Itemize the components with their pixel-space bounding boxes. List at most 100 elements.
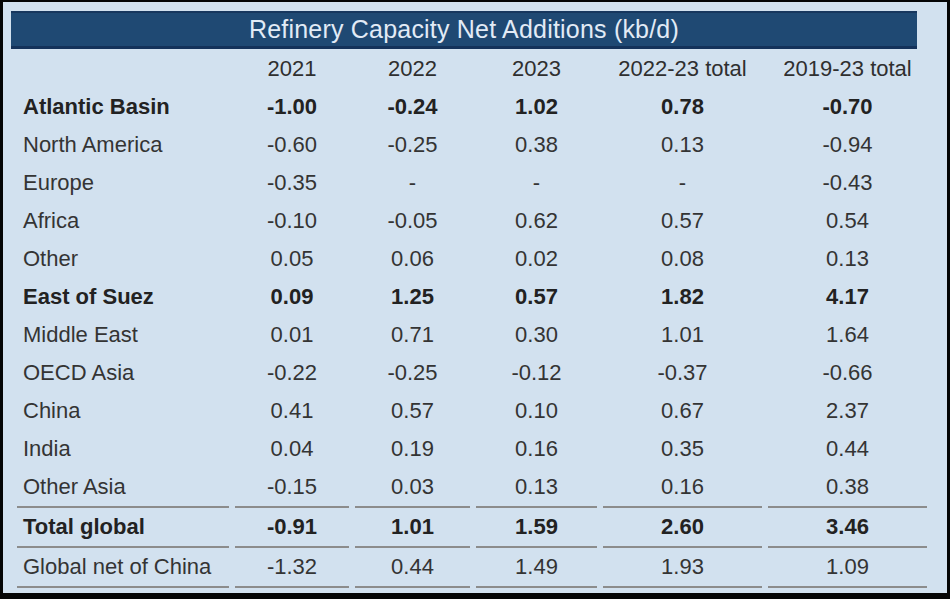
column-header-row: 2021202220232022-23 total2019-23 total (17, 50, 927, 88)
value-cell: 0.10 (476, 392, 597, 430)
value-cell: -0.35 (235, 164, 349, 202)
value-cell: 1.93 (603, 546, 762, 588)
value-cell: 1.82 (603, 278, 762, 316)
table-row: OECD Asia-0.22-0.25-0.12-0.37-0.66 (17, 354, 927, 392)
row-label: OECD Asia (17, 354, 229, 392)
value-cell: -0.05 (355, 202, 470, 240)
value-cell: 0.67 (603, 392, 762, 430)
table-row: East of Suez0.091.250.571.824.17 (17, 278, 927, 316)
value-cell: -0.70 (768, 88, 927, 126)
value-cell: 0.38 (768, 468, 927, 506)
table-row: Middle East0.010.710.301.011.64 (17, 316, 927, 354)
value-cell: -0.25 (355, 354, 470, 392)
value-cell: 1.64 (768, 316, 927, 354)
value-cell: 1.01 (355, 506, 470, 546)
value-cell: 0.16 (603, 468, 762, 506)
value-cell: -0.15 (235, 468, 349, 506)
value-cell: 0.44 (355, 546, 470, 588)
value-cell: -0.43 (768, 164, 927, 202)
column-header: 2021 (235, 50, 349, 88)
value-cell: 0.13 (476, 468, 597, 506)
row-label: Atlantic Basin (17, 88, 229, 126)
table-row: Global net of China-1.320.441.491.931.09 (17, 546, 927, 588)
value-cell: 0.09 (235, 278, 349, 316)
row-label: Global net of China (17, 546, 229, 588)
row-label: North America (17, 126, 229, 164)
value-cell: - (603, 164, 762, 202)
table-row: Europe-0.35----0.43 (17, 164, 927, 202)
value-cell: 0.62 (476, 202, 597, 240)
value-cell: 0.13 (603, 126, 762, 164)
value-cell: -0.12 (476, 354, 597, 392)
row-label: Other (17, 240, 229, 278)
value-cell: -0.37 (603, 354, 762, 392)
value-cell: 1.02 (476, 88, 597, 126)
value-cell: -0.94 (768, 126, 927, 164)
row-label: India (17, 430, 229, 468)
table-row: Other Asia-0.150.030.130.160.38 (17, 468, 927, 506)
row-label: Europe (17, 164, 229, 202)
value-cell: 0.05 (235, 240, 349, 278)
value-cell: - (355, 164, 470, 202)
table-title: Refinery Capacity Net Additions (kb/d) (249, 15, 679, 44)
value-cell: -1.32 (235, 546, 349, 588)
value-cell: 0.57 (355, 392, 470, 430)
table-row: Africa-0.10-0.050.620.570.54 (17, 202, 927, 240)
value-cell: -0.24 (355, 88, 470, 126)
table-title-bar: Refinery Capacity Net Additions (kb/d) (11, 11, 917, 49)
value-cell: 1.25 (355, 278, 470, 316)
column-header: 2023 (476, 50, 597, 88)
value-cell: 3.46 (768, 506, 927, 546)
value-cell: -0.22 (235, 354, 349, 392)
value-cell: 1.49 (476, 546, 597, 588)
value-cell: 0.38 (476, 126, 597, 164)
value-cell: -0.91 (235, 506, 349, 546)
value-cell: - (476, 164, 597, 202)
value-cell: -0.25 (355, 126, 470, 164)
table-row: North America-0.60-0.250.380.13-0.94 (17, 126, 927, 164)
value-cell: 1.01 (603, 316, 762, 354)
value-cell: 0.16 (476, 430, 597, 468)
value-cell: 1.59 (476, 506, 597, 546)
value-cell: 2.60 (603, 506, 762, 546)
column-header-blank (17, 50, 229, 88)
value-cell: 0.44 (768, 430, 927, 468)
table-row: Atlantic Basin-1.00-0.241.020.78-0.70 (17, 88, 927, 126)
value-cell: 0.13 (768, 240, 927, 278)
value-cell: 0.35 (603, 430, 762, 468)
value-cell: 0.78 (603, 88, 762, 126)
value-cell: 1.09 (768, 546, 927, 588)
value-cell: 0.01 (235, 316, 349, 354)
value-cell: 0.08 (603, 240, 762, 278)
value-cell: 0.02 (476, 240, 597, 278)
row-label: Middle East (17, 316, 229, 354)
value-cell: 0.30 (476, 316, 597, 354)
value-cell: 0.54 (768, 202, 927, 240)
row-label: East of Suez (17, 278, 229, 316)
value-cell: 0.03 (355, 468, 470, 506)
table-row: Other0.050.060.020.080.13 (17, 240, 927, 278)
value-cell: 4.17 (768, 278, 927, 316)
row-label: Total global (17, 506, 229, 546)
value-cell: 0.71 (355, 316, 470, 354)
table-row: Total global-0.911.011.592.603.46 (17, 506, 927, 546)
table-row: China0.410.570.100.672.37 (17, 392, 927, 430)
row-label: Africa (17, 202, 229, 240)
value-cell: 0.57 (603, 202, 762, 240)
refinery-capacity-table: 2021202220232022-23 total2019-23 total A… (11, 50, 933, 588)
value-cell: 0.04 (235, 430, 349, 468)
report-table-panel: Refinery Capacity Net Additions (kb/d) 2… (0, 0, 950, 599)
value-cell: 0.57 (476, 278, 597, 316)
value-cell: 0.19 (355, 430, 470, 468)
column-header: 2022 (355, 50, 470, 88)
value-cell: 2.37 (768, 392, 927, 430)
value-cell: 0.06 (355, 240, 470, 278)
row-label: Other Asia (17, 468, 229, 506)
value-cell: -0.10 (235, 202, 349, 240)
value-cell: -0.66 (768, 354, 927, 392)
column-header: 2019-23 total (768, 50, 927, 88)
column-header: 2022-23 total (603, 50, 762, 88)
value-cell: -1.00 (235, 88, 349, 126)
value-cell: 0.41 (235, 392, 349, 430)
value-cell: -0.60 (235, 126, 349, 164)
